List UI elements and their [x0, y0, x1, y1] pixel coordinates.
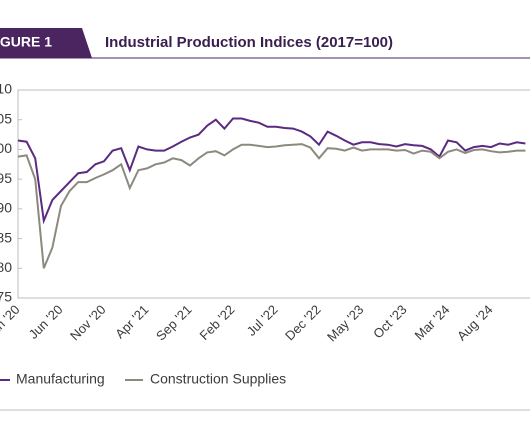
y-tick-label: 110 — [0, 81, 12, 97]
y-tick-label: 105 — [0, 110, 12, 126]
y-tick-label: 80 — [0, 259, 12, 275]
y-tick-label: 95 — [0, 170, 12, 186]
x-tick-label: Aug '24 — [454, 302, 495, 343]
y-tick-label: 90 — [0, 200, 12, 216]
legend-label: Construction Supplies — [150, 371, 286, 387]
x-tick-label: Oct '23 — [370, 302, 409, 341]
x-tick-label: Dec '22 — [282, 302, 323, 343]
plot-frame — [17, 89, 530, 299]
figure-tab — [0, 28, 92, 58]
x-tick-label: Sep '21 — [153, 302, 194, 343]
x-tick-label: Mar '24 — [412, 302, 453, 343]
x-tick-label: Jul '22 — [244, 302, 281, 339]
x-tick-label: Feb '22 — [197, 302, 238, 343]
series-line — [17, 117, 526, 225]
figure-label: FIGURE 1 — [0, 34, 52, 50]
chart-title: Industrial Production Indices (2017=100) — [105, 34, 393, 51]
legend-label: Manufacturing — [16, 371, 105, 387]
x-tick-label: Apr '21 — [112, 302, 151, 341]
series-line — [17, 143, 526, 269]
x-tick-label: Jun '20 — [26, 302, 66, 342]
y-tick-label: 85 — [0, 229, 12, 245]
y-tick-label: 100 — [0, 140, 12, 156]
x-tick-label: Jan '20 — [0, 302, 23, 342]
x-tick-label: May '23 — [324, 302, 367, 345]
y-tick-label: 75 — [0, 289, 12, 305]
x-tick-label: Nov '20 — [67, 302, 108, 343]
